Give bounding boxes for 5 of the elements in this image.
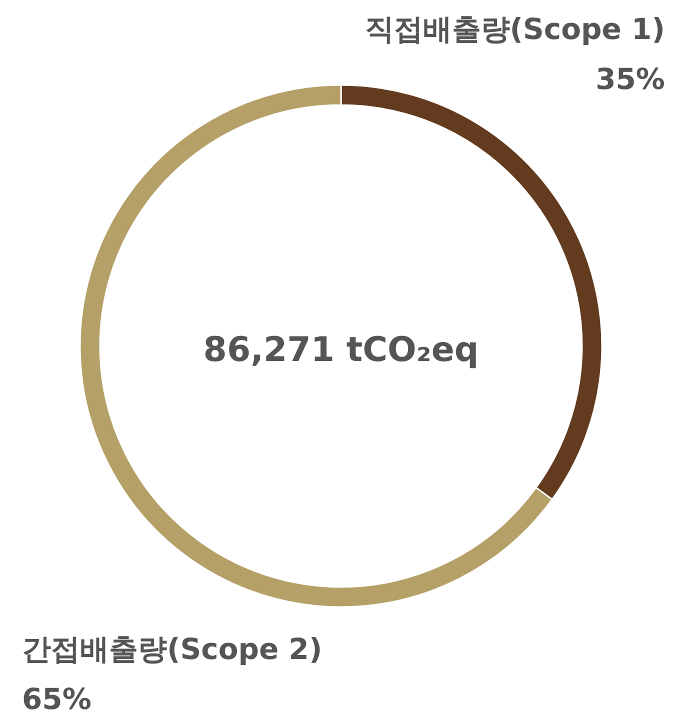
slice-label: 직접배출량(Scope 1) (364, 12, 665, 46)
text: 86,271 tCO₂eq (203, 330, 479, 370)
data-label: 65% (22, 682, 92, 716)
slice-label: 간접배출량(Scope 2) (22, 632, 322, 666)
data-label: 35% (596, 62, 665, 96)
